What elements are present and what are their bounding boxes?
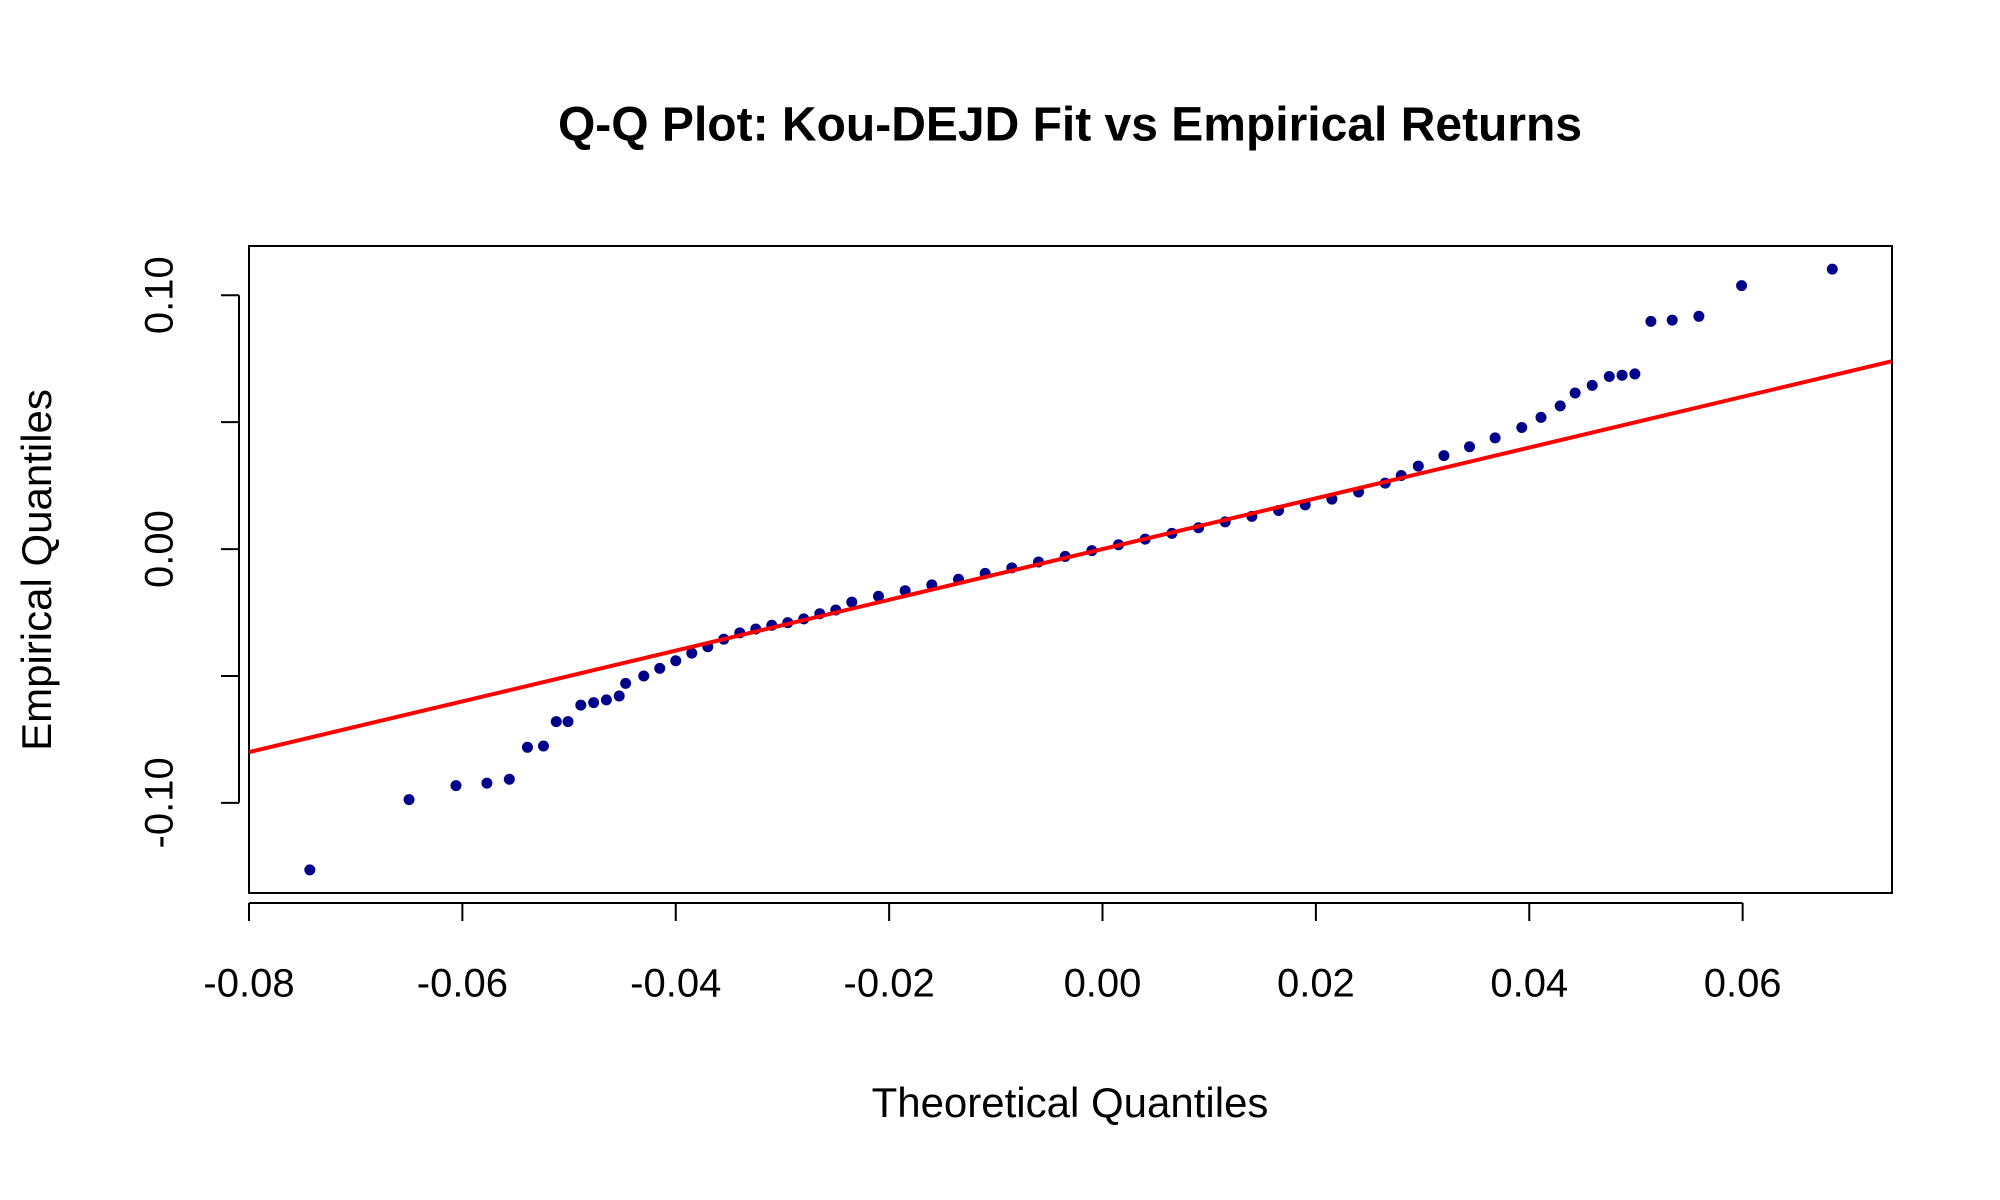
data-point bbox=[588, 697, 600, 709]
data-point bbox=[670, 655, 682, 667]
x-tick-label: 0.00 bbox=[1064, 962, 1142, 1006]
data-point bbox=[450, 780, 462, 792]
data-point bbox=[1516, 421, 1528, 433]
data-point bbox=[872, 590, 884, 602]
data-point bbox=[1629, 368, 1641, 380]
data-point bbox=[481, 777, 493, 789]
x-tick-label: -0.08 bbox=[203, 962, 294, 1006]
reference-line bbox=[248, 359, 1893, 755]
data-point bbox=[304, 864, 316, 876]
x-tick-label: -0.06 bbox=[417, 962, 508, 1006]
x-tick-label: 0.02 bbox=[1277, 962, 1355, 1006]
data-point bbox=[1736, 280, 1748, 292]
y-tick-label: 0.10 bbox=[138, 256, 182, 334]
x-tick-label: 0.06 bbox=[1704, 962, 1782, 1006]
data-point bbox=[600, 694, 612, 706]
data-point bbox=[1693, 310, 1705, 322]
y-tick-label: 0.00 bbox=[138, 510, 182, 588]
data-point bbox=[1412, 460, 1424, 472]
data-point bbox=[575, 699, 587, 711]
x-tick-label: -0.02 bbox=[844, 962, 935, 1006]
plot-frame bbox=[248, 245, 1893, 894]
data-point bbox=[1554, 400, 1566, 412]
data-point bbox=[613, 690, 625, 702]
data-point bbox=[1569, 387, 1581, 399]
data-point bbox=[550, 716, 562, 728]
data-point bbox=[638, 670, 650, 682]
data-point bbox=[686, 647, 698, 659]
data-point bbox=[503, 773, 515, 785]
x-tick-label: 0.04 bbox=[1490, 962, 1568, 1006]
x-tick-label: -0.04 bbox=[630, 962, 721, 1006]
y-axis-label: Empirical Quantiles bbox=[13, 389, 60, 751]
y-tick-label: -0.10 bbox=[138, 757, 182, 848]
data-point bbox=[537, 740, 549, 752]
data-point bbox=[1489, 432, 1501, 444]
data-point bbox=[1616, 369, 1628, 381]
chart-title: Q-Q Plot: Kou-DEJD Fit vs Empirical Retu… bbox=[558, 99, 1582, 152]
data-point bbox=[1586, 379, 1598, 391]
data-point bbox=[1645, 315, 1657, 327]
data-point bbox=[1603, 370, 1615, 382]
data-point bbox=[846, 596, 858, 608]
data-point bbox=[1464, 441, 1476, 453]
data-point bbox=[1666, 314, 1678, 326]
data-point bbox=[620, 677, 632, 689]
data-point bbox=[562, 716, 574, 728]
x-axis-label: Theoretical Quantiles bbox=[872, 1079, 1269, 1126]
data-point bbox=[1826, 263, 1838, 275]
data-point bbox=[1438, 450, 1450, 462]
data-point bbox=[403, 794, 415, 806]
data-point bbox=[1535, 411, 1547, 423]
data-point bbox=[521, 741, 533, 753]
data-point bbox=[654, 662, 666, 674]
